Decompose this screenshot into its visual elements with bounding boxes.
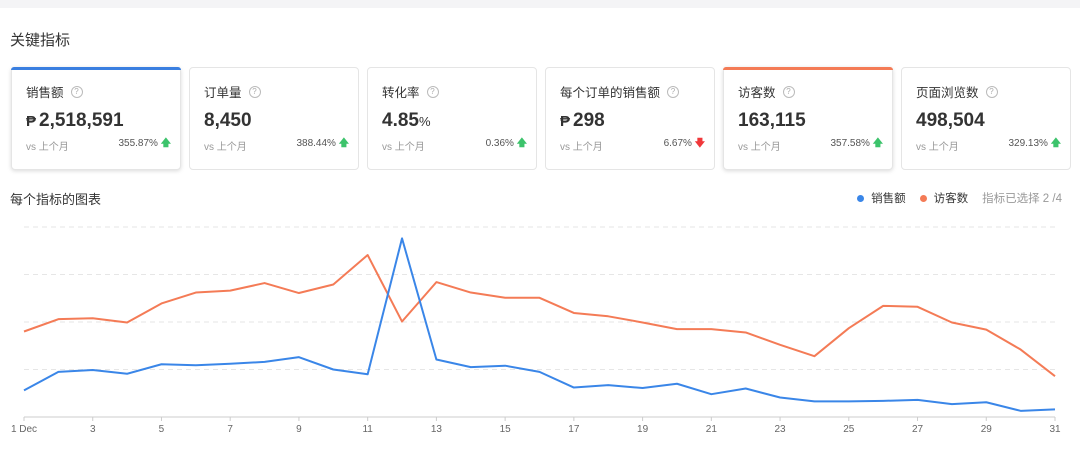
help-icon[interactable]: ? xyxy=(985,85,998,98)
arrow-up-icon: 🡅 xyxy=(338,138,349,149)
currency-symbol: ₱ xyxy=(560,113,571,130)
compare-label: vs 上个月 xyxy=(382,142,425,153)
metric-cards: 销售额? ₱ 2,518,591 vs 上个月 355.87% 🡅 订单量? 8,4… xyxy=(11,67,1071,170)
x-tick-label: 9 xyxy=(296,424,302,435)
arrow-up-icon: 🡅 xyxy=(1050,138,1061,149)
metric-value: 163,115 xyxy=(738,110,806,131)
metric-name: 页面浏览数 xyxy=(916,86,979,100)
x-tick-label: 11 xyxy=(362,424,373,435)
help-icon[interactable]: ? xyxy=(248,85,261,98)
metric-name-row: 每个订单的销售额? xyxy=(560,82,714,101)
metric-card[interactable]: 转化率? 4.85% vs 上个月 0.36% 🡅 xyxy=(367,67,537,170)
metric-name: 销售额 xyxy=(26,86,64,100)
metric-value: 8,450 xyxy=(204,110,252,131)
metric-name-row: 转化率? xyxy=(382,82,536,101)
change-value-row: 329.13% 🡅 xyxy=(1008,136,1061,153)
metric-card[interactable]: 销售额? ₱ 2,518,591 vs 上个月 355.87% 🡅 xyxy=(11,67,181,170)
legend-dot-icon xyxy=(919,195,927,202)
change-value: 329.13% xyxy=(1008,138,1048,149)
metrics-selected-count: 指标已选择 2 /4 xyxy=(982,193,1062,205)
arrow-down-icon: 🡇 xyxy=(694,138,705,149)
metric-value: 298 xyxy=(573,110,605,131)
help-icon[interactable]: ? xyxy=(426,85,439,98)
x-tick-label: 13 xyxy=(431,424,443,435)
legend-dot-icon xyxy=(857,195,865,202)
metric-card[interactable]: 访客数? 163,115 vs 上个月 357.58% 🡅 xyxy=(723,67,893,170)
arrow-up-icon: 🡅 xyxy=(160,138,171,149)
compare-label: vs 上个月 xyxy=(738,142,781,153)
compare-label: vs 上个月 xyxy=(560,142,603,153)
legend-item-sales[interactable]: 销售额 xyxy=(857,190,906,206)
change-value: 357.58% xyxy=(830,138,870,149)
section-title: 关键指标 xyxy=(10,32,71,49)
change-value: 388.44% xyxy=(296,138,336,149)
compare-label: vs 上个月 xyxy=(204,142,247,153)
metric-name: 每个订单的销售额 xyxy=(560,86,661,100)
x-tick-label: 27 xyxy=(912,424,924,435)
metric-name: 转化率 xyxy=(382,86,420,100)
metric-value-row: ₱ 298 xyxy=(560,110,714,132)
top-band xyxy=(0,0,1080,8)
metric-value-row: 8,450 xyxy=(204,110,358,132)
x-tick-label: 31 xyxy=(1049,424,1061,435)
change-value-row: 357.58% 🡅 xyxy=(830,136,883,153)
metric-card[interactable]: 订单量? 8,450 vs 上个月 388.44% 🡅 xyxy=(189,67,359,170)
x-tick-label: 3 xyxy=(90,424,96,435)
change-value: 0.36% xyxy=(485,138,514,149)
series-line-sales xyxy=(23,237,1056,412)
metric-value-row: 163,115 xyxy=(738,110,892,132)
x-tick-label: 29 xyxy=(981,424,993,435)
metric-value-row: 4.85% xyxy=(382,110,536,132)
x-tick-label: 19 xyxy=(637,424,649,435)
x-tick-label: 23 xyxy=(775,424,787,435)
metric-card[interactable]: 页面浏览数? 498,504 vs 上个月 329.13% 🡅 xyxy=(901,67,1071,170)
compare-label: vs 上个月 xyxy=(26,142,69,153)
metric-name-row: 页面浏览数? xyxy=(916,82,1070,101)
x-tick-label: 25 xyxy=(843,424,855,435)
x-tick-label: 5 xyxy=(159,424,165,435)
series-line-visitors xyxy=(23,254,1056,377)
change-value-row: 355.87% 🡅 xyxy=(118,136,171,153)
selected-indicator xyxy=(11,67,181,70)
metric-name-row: 访客数? xyxy=(738,82,892,101)
help-icon[interactable]: ? xyxy=(70,85,83,98)
metric-card[interactable]: 每个订单的销售额? ₱ 298 vs 上个月 6.67% 🡇 xyxy=(545,67,715,170)
compare-label: vs 上个月 xyxy=(916,142,959,153)
metric-value: 498,504 xyxy=(916,110,985,131)
change-value-row: 6.67% 🡇 xyxy=(664,136,705,153)
metric-value: 4.85 xyxy=(382,110,419,131)
change-value-row: 0.36% 🡅 xyxy=(486,136,527,153)
x-tick-label: 7 xyxy=(227,424,233,435)
metric-name: 订单量 xyxy=(204,86,242,100)
chart-title: 每个指标的图表 xyxy=(10,192,102,207)
x-tick-label: 21 xyxy=(706,424,718,435)
legend-item-visitors[interactable]: 访客数 xyxy=(919,190,968,206)
x-tick-label: 15 xyxy=(500,424,512,435)
change-value: 6.67% xyxy=(663,138,692,149)
change-value: 355.87% xyxy=(118,138,158,149)
metric-unit: % xyxy=(418,114,431,129)
change-value-row: 388.44% 🡅 xyxy=(296,136,349,153)
selected-indicator xyxy=(723,67,893,70)
metric-name-row: 订单量? xyxy=(204,82,358,101)
help-icon[interactable]: ? xyxy=(667,85,680,98)
x-tick-label: 17 xyxy=(568,424,580,435)
metric-name-row: 销售额? xyxy=(26,82,180,101)
metric-value-row: ₱ 2,518,591 xyxy=(26,110,180,132)
chart-legend: 销售额 访客数 指标已选择 2 /4 xyxy=(857,190,1062,206)
arrow-up-icon: 🡅 xyxy=(872,138,883,149)
metric-value-row: 498,504 xyxy=(916,110,1070,132)
arrow-up-icon: 🡅 xyxy=(516,138,527,149)
x-tick-label: 1 Dec xyxy=(11,424,37,435)
metric-value: 2,518,591 xyxy=(39,110,124,131)
currency-symbol: ₱ xyxy=(26,113,37,130)
help-icon[interactable]: ? xyxy=(782,85,795,98)
metric-name: 访客数 xyxy=(738,86,776,100)
